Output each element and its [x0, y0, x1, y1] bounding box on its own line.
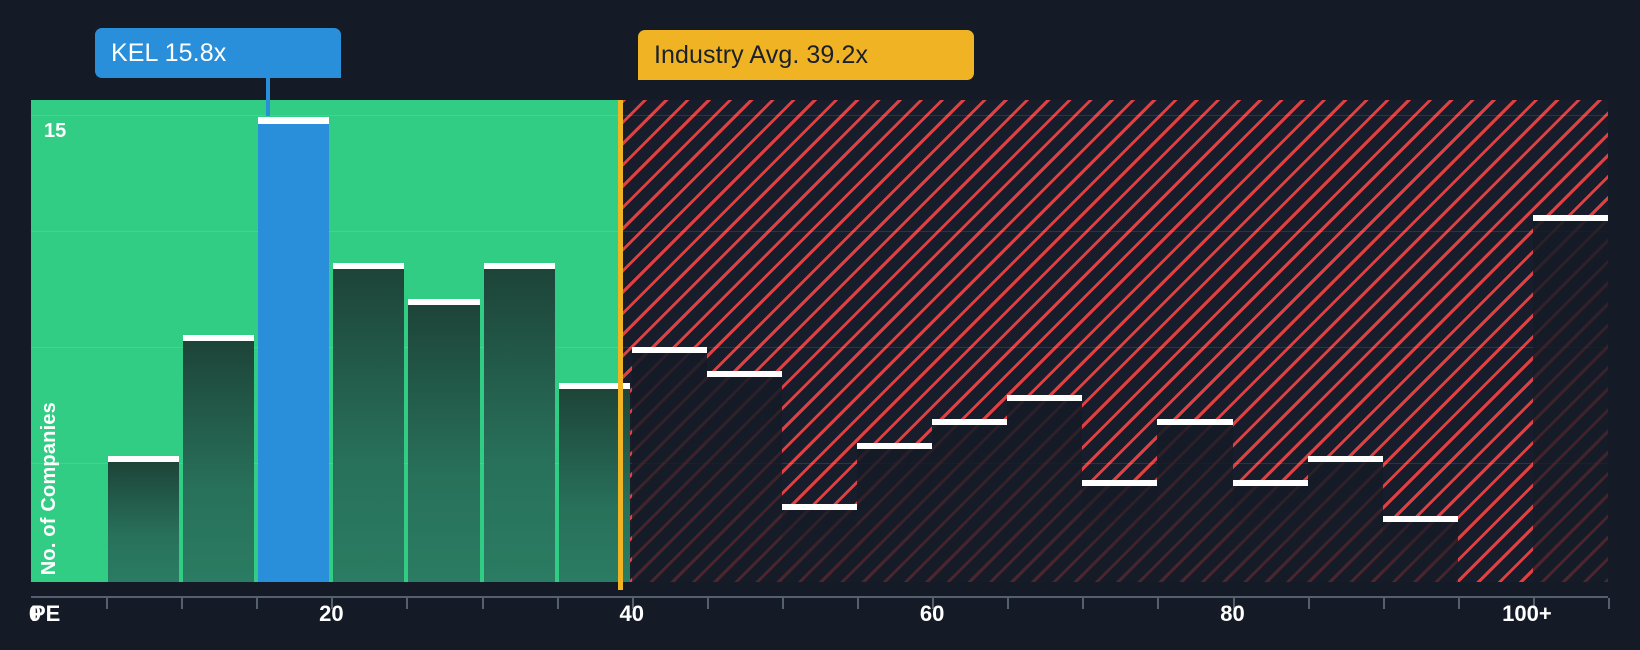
bar-top-cap: [1007, 395, 1083, 402]
bar-body: [857, 449, 933, 582]
kel-callout[interactable]: KEL 15.8x: [95, 28, 341, 78]
bar[interactable]: [706, 371, 782, 582]
x-axis-tick: [1157, 598, 1160, 609]
bar-top-cap: [1382, 515, 1458, 522]
x-axis-tick: [932, 598, 935, 609]
bar[interactable]: [1382, 515, 1458, 582]
x-axis-tick-label: 40: [619, 601, 644, 626]
overvalued-zone: [619, 100, 1608, 582]
bar-top-cap: [558, 383, 630, 390]
x-axis-tick: [481, 598, 484, 609]
x-axis-tick: [1307, 598, 1310, 609]
bar-body: [1007, 401, 1083, 582]
bar-body: [108, 461, 180, 582]
bar-top-cap: [1082, 479, 1158, 486]
x-axis-tick: [1082, 598, 1085, 609]
bar-body: [483, 268, 555, 582]
bar-top-cap: [932, 419, 1008, 426]
industry-callout-label: Industry Avg. 39.2x: [654, 40, 869, 69]
bar-body: [1382, 521, 1458, 582]
bar-body: [1307, 461, 1383, 582]
bar[interactable]: [483, 262, 555, 582]
bar-top-cap: [408, 298, 480, 305]
bar-top-cap: [333, 262, 405, 269]
bar-top-cap: [706, 371, 782, 378]
bar-top-cap: [857, 443, 933, 450]
x-axis-tick-label: 0: [28, 601, 42, 626]
kel-marker-stem: [266, 76, 271, 116]
x-axis-tick: [631, 598, 634, 609]
x-axis-tick: [1382, 598, 1385, 609]
x-axis-tick: [1608, 598, 1610, 609]
bar[interactable]: [1007, 395, 1083, 582]
x-axis-tick-label: 60: [919, 601, 945, 626]
bar[interactable]: [1307, 455, 1383, 582]
bar[interactable]: [631, 347, 707, 582]
bar-body: [1082, 485, 1158, 582]
x-axis-line: [31, 596, 1608, 598]
x-axis-tick: [331, 598, 334, 609]
x-axis-tick: [181, 598, 184, 609]
y-axis-title: No. of Companies: [38, 401, 60, 575]
industry-callout[interactable]: Industry Avg. 39.2x: [638, 30, 974, 80]
bar[interactable]: [1157, 419, 1233, 582]
x-axis-tick: [781, 598, 784, 609]
bar-top-cap: [781, 503, 858, 510]
bar[interactable]: [781, 503, 858, 582]
bar-top-cap: [1232, 479, 1308, 486]
bar-body: [183, 341, 255, 582]
bar-kel-highlight[interactable]: [258, 117, 330, 582]
x-axis-tick: [1457, 598, 1460, 609]
bar-top-cap: [1532, 214, 1608, 221]
x-axis-tick: [1532, 598, 1535, 609]
bar-body: [258, 124, 330, 582]
bar-top-cap: [1307, 455, 1383, 462]
x-axis-tick: [406, 598, 409, 609]
x-axis-tick: [857, 598, 860, 609]
bar-body: [1157, 425, 1233, 582]
bar-body: [706, 377, 782, 582]
x-axis-tick: [106, 598, 109, 609]
bar[interactable]: [408, 298, 480, 582]
bar-top-cap: [631, 347, 707, 354]
kel-callout-label: KEL 15.8x: [111, 38, 227, 67]
bar-body: [408, 304, 480, 582]
bar-body: [781, 509, 858, 582]
bar[interactable]: [183, 335, 255, 582]
x-axis-tick-label: 80: [1220, 601, 1245, 626]
x-axis-tick-label: 100+: [1502, 601, 1552, 626]
x-axis-tick-label: 20: [319, 601, 344, 626]
bar-top-cap: [1157, 419, 1233, 426]
bar-top-cap: [108, 455, 180, 462]
x-axis-tick: [1007, 598, 1010, 609]
bar-body: [932, 425, 1008, 582]
bar[interactable]: [333, 262, 405, 582]
y-axis-tick-label: 15: [44, 120, 67, 142]
x-axis-tick: [1232, 598, 1235, 609]
bar-body: [631, 353, 707, 582]
industry-average-marker: [617, 100, 623, 590]
bar[interactable]: [1082, 479, 1158, 582]
bar-body: [1532, 220, 1608, 582]
bar-top-cap: [258, 117, 330, 125]
bar-body: [333, 268, 405, 582]
bar[interactable]: [1232, 479, 1308, 582]
bar[interactable]: [108, 455, 180, 582]
bar[interactable]: [932, 419, 1008, 582]
bar-top-cap: [183, 335, 255, 341]
bar-top-cap: [483, 262, 555, 269]
x-axis-tick: [556, 598, 559, 609]
x-axis-tick: [706, 598, 709, 609]
bar-body: [1232, 485, 1308, 582]
x-axis-title: PE: [31, 601, 61, 626]
x-axis-tick: [256, 598, 259, 609]
bar[interactable]: [857, 443, 933, 582]
bar[interactable]: [1532, 214, 1608, 582]
